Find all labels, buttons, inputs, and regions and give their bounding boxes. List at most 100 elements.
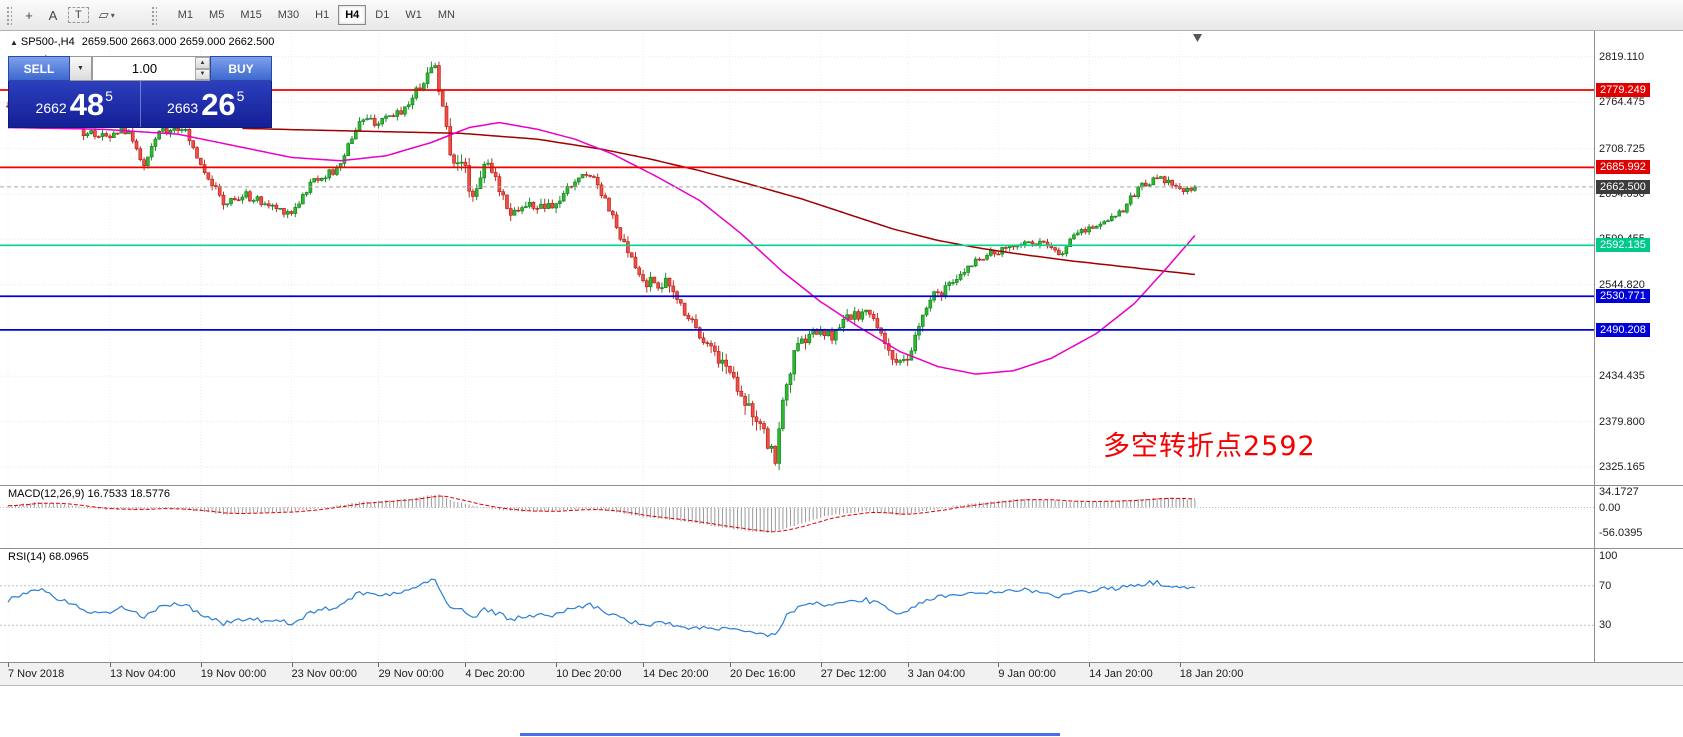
time-axis-label: 18 Jan 20:00 (1179, 668, 1244, 680)
text-label-tool-button[interactable]: A (41, 4, 65, 26)
time-axis-label: 9 Jan 00:00 (998, 668, 1056, 680)
timeframe-button-m30[interactable]: M30 (271, 5, 306, 25)
bottom-strip (0, 685, 1683, 737)
timeframe-button-m5[interactable]: M5 (202, 5, 231, 25)
time-tick-mark (643, 663, 645, 667)
buy-price-big: 26 (201, 86, 236, 122)
chart-shift-marker-icon[interactable] (1193, 34, 1202, 42)
buy-price-prefix: 2663 (167, 100, 199, 116)
one-click-trade-panel: SELL ▼ ▲ ▼ BUY 2662 48 5 2663 26 5 (8, 56, 272, 128)
axis-label: 34.1727 (1599, 486, 1639, 499)
axis-label: 100 (1599, 550, 1618, 562)
time-axis-label: 7 Nov 2018 (8, 668, 65, 680)
moving-average-line (8, 121, 1196, 375)
time-axis-label: 10 Dec 20:00 (556, 668, 622, 680)
main-price-chart[interactable] (0, 30, 1594, 485)
buy-button[interactable]: BUY (210, 56, 272, 81)
price-axis-border (1594, 30, 1595, 684)
chart-annotation-text: 多空转折点2592 (1103, 431, 1316, 462)
timeframe-group: M1 M5 M15 M30 H1 H4 D1 W1 MN (170, 5, 463, 25)
time-tick-mark (998, 663, 1000, 667)
timeframe-button-mn[interactable]: MN (431, 5, 462, 25)
price-line-badge: 2592.135 (1596, 238, 1650, 253)
price-line-badge: 2662.500 (1596, 179, 1650, 194)
time-axis[interactable]: 7 Nov 2018 13 Nov 04:00 19 Nov 00:00 23 Nov… (0, 662, 1683, 686)
time-axis-label: 27 Dec 12:00 (820, 668, 887, 680)
time-tick-mark (907, 663, 909, 667)
time-axis-label: 3 Jan 04:00 (907, 668, 966, 680)
shapes-tool-button[interactable]: ▱ (92, 4, 122, 26)
volume-down-button[interactable]: ▼ (195, 68, 210, 80)
timeframe-button-d1[interactable]: D1 (368, 5, 396, 25)
time-tick-mark (1089, 663, 1091, 667)
time-tick-mark (465, 663, 467, 667)
price-line-badge: 2530.771 (1596, 289, 1650, 304)
volume-field: ▲ ▼ (92, 56, 210, 81)
rsi-indicator-chart[interactable] (0, 548, 1594, 662)
volume-up-button[interactable]: ▲ (195, 57, 210, 69)
timeframe-button-m1[interactable]: M1 (171, 5, 200, 25)
sell-price[interactable]: 2662 48 5 (9, 81, 140, 127)
volume-stepper: ▲ ▼ (195, 57, 210, 80)
toolbar-grip-icon[interactable] (5, 5, 12, 25)
time-axis-label: 29 Nov 00:00 (378, 668, 444, 680)
price-line-badge: 2685.992 (1596, 160, 1650, 175)
axis-label: 70 (1599, 579, 1612, 592)
timeframe-button-m15[interactable]: M15 (233, 5, 268, 25)
axis-label: 2819.110 (1599, 50, 1645, 63)
sell-price-big: 48 (69, 86, 105, 122)
price-line-badge: 2779.249 (1596, 83, 1650, 97)
axis-label: 2379.800 (1599, 415, 1645, 428)
panel-separator[interactable] (0, 548, 1683, 549)
axis-label: 2325.165 (1599, 460, 1645, 473)
price-line-badge: 2490.208 (1596, 322, 1650, 337)
timeframe-button-h1[interactable]: H1 (308, 5, 336, 25)
text-frame-tool-button[interactable]: T (68, 7, 89, 23)
axis-label: 2708.725 (1599, 142, 1645, 155)
axis-label: -56.0395 (1599, 526, 1643, 539)
time-axis-label: 13 Nov 04:00 (110, 668, 176, 680)
toolbar-grip-icon[interactable] (149, 5, 157, 25)
time-tick-mark (556, 663, 558, 667)
time-tick-mark (378, 663, 380, 667)
time-axis-label: 14 Dec 20:00 (643, 668, 709, 680)
buy-price-sup: 5 (236, 88, 245, 104)
buy-price[interactable]: 2663 26 5 (139, 81, 272, 127)
axis-label: 2434.435 (1599, 370, 1645, 383)
time-tick-mark (291, 663, 293, 667)
bottom-blue-bar (520, 733, 1060, 736)
rsi-label: RSI(14) 68.0965 (8, 551, 89, 563)
axis-label: 0.00 (1599, 501, 1621, 514)
time-tick-mark (110, 663, 112, 667)
ohlc-values: 2659.500 2663.000 2659.000 2662.500 (81, 36, 275, 48)
sell-price-prefix: 2662 (35, 100, 67, 116)
chart-title-ohlc: ▲ SP500-,H4 2659.500 2663.000 2659.000 266… (10, 36, 274, 48)
moving-average-line (242, 127, 1195, 276)
time-axis-label: 20 Dec 16:00 (729, 668, 796, 680)
timeframe-button-w1[interactable]: W1 (398, 5, 429, 25)
sell-button[interactable]: SELL (8, 56, 70, 81)
time-tick-mark (1179, 663, 1181, 667)
sell-price-sup: 5 (105, 88, 113, 104)
axis-label: 30 (1599, 619, 1612, 632)
time-tick-mark (200, 663, 202, 667)
volume-input[interactable] (93, 57, 210, 80)
time-axis-label: 4 Dec 20:00 (465, 668, 525, 680)
time-axis-label: 19 Nov 00:00 (200, 668, 267, 680)
price-axis[interactable]: 2819.1102764.4752708.7252654.0902599.455… (1595, 0, 1683, 684)
time-axis-label: 14 Jan 20:00 (1089, 668, 1153, 680)
time-tick-mark (8, 663, 9, 667)
time-axis-label: 23 Nov 00:00 (291, 668, 357, 680)
time-tick-mark (820, 663, 822, 667)
panel-separator[interactable] (0, 485, 1683, 486)
crosshair-tool-button[interactable]: + (17, 4, 41, 26)
axis-label: 2764.475 (1599, 96, 1645, 109)
macd-indicator-chart[interactable] (0, 485, 1594, 548)
drawing-tools-group: + A T ▱ (17, 4, 122, 26)
time-tick-mark (729, 663, 731, 667)
symbol-marker-icon: ▲ (10, 38, 18, 47)
volume-dropdown-button[interactable]: ▼ (70, 56, 92, 81)
timeframe-button-h4[interactable]: H4 (338, 5, 367, 25)
